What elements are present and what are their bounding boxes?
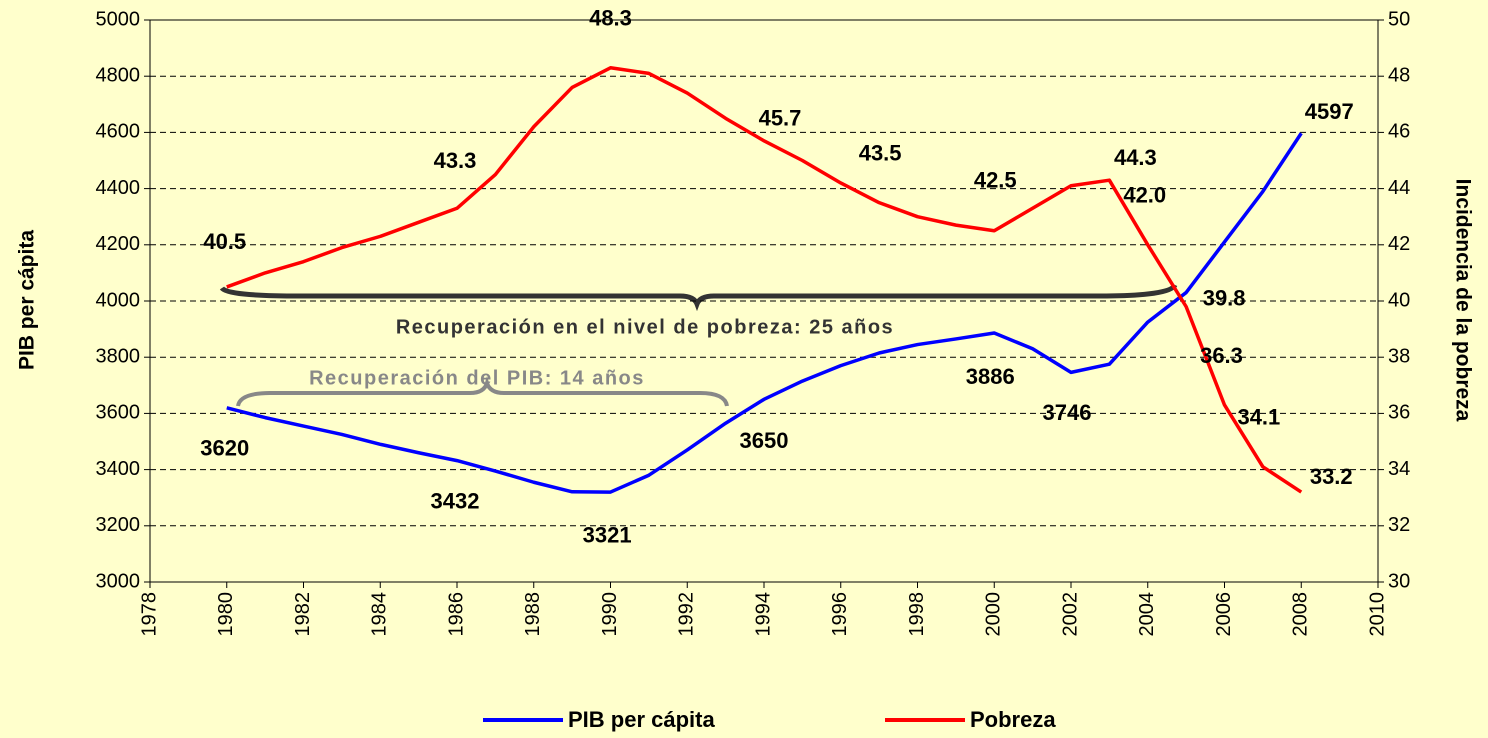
y2-tick-label: 42 [1388,233,1410,255]
data-label: 36.3 [1200,343,1243,368]
y2-tick-label: 34 [1388,458,1410,480]
x-tick-label: 1984 [369,592,391,637]
data-label: 3321 [583,523,632,548]
data-label: 4597 [1305,99,1354,124]
y-tick-label: 4000 [96,289,141,311]
data-label: 42.0 [1123,183,1166,208]
data-label: 39.8 [1203,285,1246,310]
data-label: 33.2 [1310,464,1353,489]
x-tick-label: 1994 [752,592,774,637]
data-label: 3650 [740,428,789,453]
data-label: 34.1 [1237,405,1280,430]
y-tick-label: 3400 [96,458,141,480]
y2-tick-label: 50 [1388,8,1410,30]
annotation: Recuperación del PIB: 14 años [309,367,645,389]
x-tick-label: 2010 [1366,592,1388,637]
x-tick-label: 1986 [445,592,467,637]
x-tick-label: 1992 [676,592,698,637]
y2-tick-label: 48 [1388,64,1410,86]
y-tick-label: 4200 [96,233,141,255]
x-tick-label: 1978 [138,592,160,637]
data-label: 45.7 [759,106,802,131]
y-tick-label: 4400 [96,177,141,199]
data-label: 40.5 [203,229,246,254]
data-label: 3620 [200,436,249,461]
y-tick-label: 5000 [96,8,141,30]
data-label: 43.3 [434,148,477,173]
y-tick-label: 3800 [96,345,141,367]
pobreza-brace [219,283,1178,312]
data-label: 44.3 [1114,145,1157,170]
y2-tick-label: 38 [1388,345,1410,367]
annotation: Recuperación en el nivel de pobreza: 25 … [396,316,894,338]
y2-tick-label: 36 [1388,402,1410,424]
y-tick-label: 3600 [96,402,141,424]
data-label: 3432 [431,488,480,513]
y2-axis-label: Incidencia de la pobreza [1451,179,1474,422]
y-tick-label: 3000 [96,570,141,592]
y2-tick-label: 46 [1388,121,1410,143]
y-tick-label: 4800 [96,64,141,86]
x-tick-label: 2006 [1213,592,1235,637]
x-tick-label: 1990 [599,592,621,637]
data-label: 48.3 [589,6,632,31]
x-tick-label: 1988 [522,592,544,637]
y2-tick-label: 30 [1388,570,1410,592]
data-label: 3886 [966,364,1015,389]
data-label: 3746 [1043,400,1092,425]
x-tick-label: 2000 [983,592,1005,637]
x-tick-label: 1982 [292,592,314,637]
y2-tick-label: 32 [1388,514,1410,536]
x-tick-label: 2002 [1059,592,1081,637]
line [226,132,1303,494]
y-tick-label: 3200 [96,514,141,536]
y-axis-label: PIB per cápita [16,230,39,370]
data-label: 42.5 [974,168,1017,193]
x-tick-label: 1996 [829,592,851,637]
y2-tick-label: 44 [1388,177,1410,199]
legend-label: Pobreza [970,707,1056,732]
x-tick-label: 2008 [1290,592,1312,637]
y-tick-label: 4600 [96,121,141,143]
legend-label: PIB per cápita [568,707,715,732]
x-tick-label: 1980 [215,592,237,637]
x-tick-label: 1998 [906,592,928,637]
y2-tick-label: 40 [1388,289,1410,311]
x-tick-label: 2004 [1136,592,1158,637]
line [226,66,1303,494]
pib-brace [236,376,729,407]
data-label: 43.5 [859,140,902,165]
